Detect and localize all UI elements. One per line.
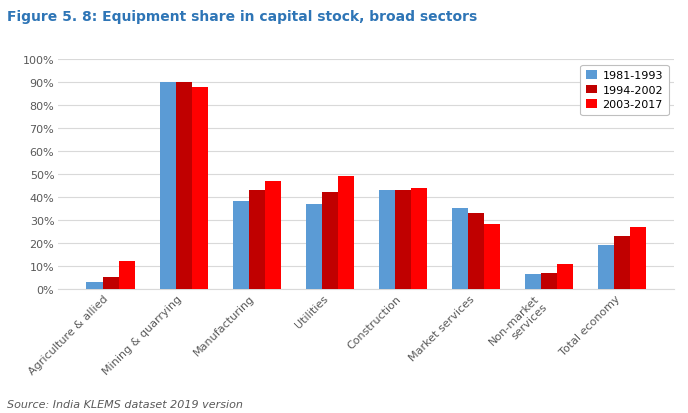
Bar (598, 246, 614, 289)
Bar (160, 83, 175, 289)
Bar (87, 282, 103, 289)
Bar (468, 214, 484, 289)
Bar (305, 204, 322, 289)
Bar (411, 188, 427, 289)
Bar (338, 177, 354, 289)
Bar (103, 278, 118, 289)
Text: Source: India KLEMS dataset 2019 version: Source: India KLEMS dataset 2019 version (7, 399, 243, 409)
Bar (525, 274, 541, 289)
Bar (379, 190, 395, 289)
Bar (557, 264, 573, 289)
Bar (118, 261, 135, 289)
Legend: 1981-1993, 1994-2002, 2003-2017: 1981-1993, 1994-2002, 2003-2017 (580, 65, 669, 116)
Text: Figure 5. 8: Equipment share in capital stock, broad sectors: Figure 5. 8: Equipment share in capital … (7, 10, 477, 24)
Bar (541, 273, 557, 289)
Bar (484, 225, 500, 289)
Bar (265, 181, 281, 289)
Bar (322, 193, 338, 289)
Bar (452, 209, 468, 289)
Bar (248, 190, 265, 289)
Bar (395, 190, 411, 289)
Bar (614, 236, 630, 289)
Bar (175, 83, 192, 289)
Bar (630, 227, 646, 289)
Bar (192, 88, 208, 289)
Bar (233, 202, 248, 289)
